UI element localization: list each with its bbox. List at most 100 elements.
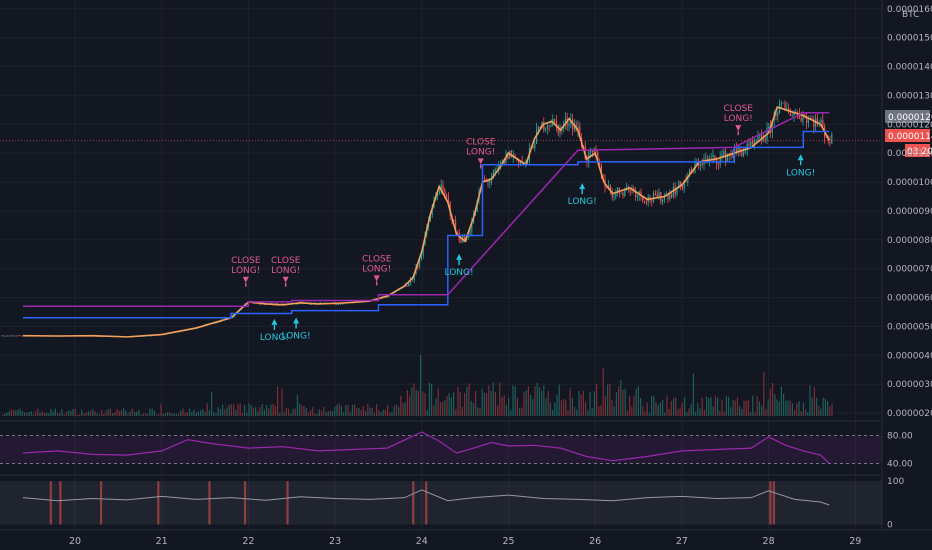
volume-bar	[380, 412, 382, 416]
candle-body	[339, 303, 341, 305]
candle-body	[10, 335, 12, 337]
candle-body	[577, 126, 579, 131]
candle-body	[469, 231, 471, 236]
volume-bar	[8, 411, 10, 416]
volume-bar	[184, 412, 186, 416]
candle-body	[831, 134, 833, 144]
volume-bar	[303, 406, 305, 416]
volume-bar	[233, 403, 235, 416]
volume-bar	[79, 414, 81, 416]
volume-bar	[813, 386, 815, 416]
volume-bar	[21, 410, 23, 416]
volume-bar	[127, 413, 129, 416]
volume-bar	[428, 382, 430, 416]
volume-bar	[219, 409, 221, 416]
volume-bar	[90, 410, 92, 416]
volume-bar	[800, 411, 802, 416]
volume-bar	[646, 402, 648, 416]
volume-bar	[307, 412, 309, 416]
volume-bar	[63, 414, 65, 416]
volume-bar	[582, 390, 584, 416]
volume-bar	[140, 414, 142, 416]
volume-bar	[41, 411, 43, 416]
candle-body	[636, 195, 638, 198]
volume-bar	[54, 408, 56, 416]
volume-bar	[167, 412, 169, 416]
close-signal-label-top: CLOSE	[466, 137, 496, 147]
close-long-arrow-icon	[477, 158, 484, 165]
volume-bar	[180, 410, 182, 416]
price-pane[interactable]: CLOSELONG!CLOSELONG!CLOSELONG!CLOSELONG!…	[0, 0, 882, 530]
candle-body	[554, 118, 556, 121]
candle-body	[741, 151, 743, 156]
candle-body	[341, 303, 343, 305]
candle-body	[696, 162, 698, 164]
volume-bar	[794, 410, 796, 416]
candle-body	[483, 179, 485, 181]
current-price-tag: 0.00001144	[888, 132, 932, 142]
volume-bar	[642, 406, 644, 416]
volume-bar	[296, 395, 298, 416]
candle-body	[406, 285, 408, 287]
price-axis[interactable]: BTC 0.00001207 0.00001144 03:20 0.000002…	[881, 0, 932, 530]
candle-body	[442, 184, 444, 190]
volume-bar	[640, 398, 642, 416]
candle-body	[680, 181, 682, 186]
volume-bar	[635, 388, 637, 416]
candle-body	[690, 169, 692, 171]
volume-bar	[466, 387, 468, 416]
volume-bar	[411, 387, 413, 416]
candle-body	[721, 154, 723, 157]
volume-bar	[774, 394, 776, 416]
volume-bar	[349, 411, 351, 416]
volume-bar	[26, 412, 28, 416]
volume-bar	[24, 412, 26, 416]
volume-bar	[609, 383, 611, 416]
volume-bar	[285, 407, 287, 416]
volume-bar	[437, 388, 439, 416]
rsi-pane[interactable]: 80.00 40.00	[0, 420, 913, 470]
volume-bar	[602, 368, 604, 416]
oscillator-pane[interactable]: 100 0	[0, 474, 904, 531]
x-tick-label: 22	[242, 536, 254, 547]
volume-bar	[123, 408, 125, 416]
volume-bar	[637, 386, 639, 416]
volume-bar	[785, 400, 787, 416]
volume-bar	[490, 390, 492, 416]
volume-bar	[169, 412, 171, 416]
volume-bar	[74, 408, 76, 416]
volume-bar	[318, 409, 320, 416]
candle-body	[642, 196, 644, 201]
volume-bar	[662, 400, 664, 416]
volume-bar	[607, 384, 609, 416]
volume-bar	[393, 405, 395, 416]
volume-bar	[787, 400, 789, 416]
candle-body	[822, 120, 824, 127]
volume-bar	[147, 414, 149, 416]
candle-body	[19, 335, 21, 337]
volume-bar	[565, 400, 567, 416]
candle-body	[620, 192, 622, 194]
candle-body	[17, 335, 19, 337]
volume-bar	[688, 408, 690, 416]
volume-bar	[703, 409, 705, 416]
volume-bar	[809, 385, 811, 416]
volume-bar	[354, 404, 356, 416]
volume-bar	[822, 397, 824, 416]
volume-bar	[197, 411, 199, 416]
volume-bar	[266, 405, 268, 416]
volume-bar	[769, 388, 771, 416]
volume-bar	[541, 390, 543, 416]
close-long-arrow-icon	[373, 275, 380, 282]
candle-body	[775, 112, 777, 116]
long-signal-label: LONG!	[282, 331, 311, 341]
volume-bar	[486, 393, 488, 416]
y-tick-label: 0.00001100	[887, 149, 932, 159]
volume-bar	[765, 409, 767, 416]
volume-bar	[343, 412, 345, 416]
close-signal-label-bottom: LONG!	[231, 266, 260, 276]
volume-bar	[103, 414, 105, 416]
candle-body	[622, 192, 624, 196]
candle-body	[698, 162, 700, 167]
volume-bar	[721, 399, 723, 416]
